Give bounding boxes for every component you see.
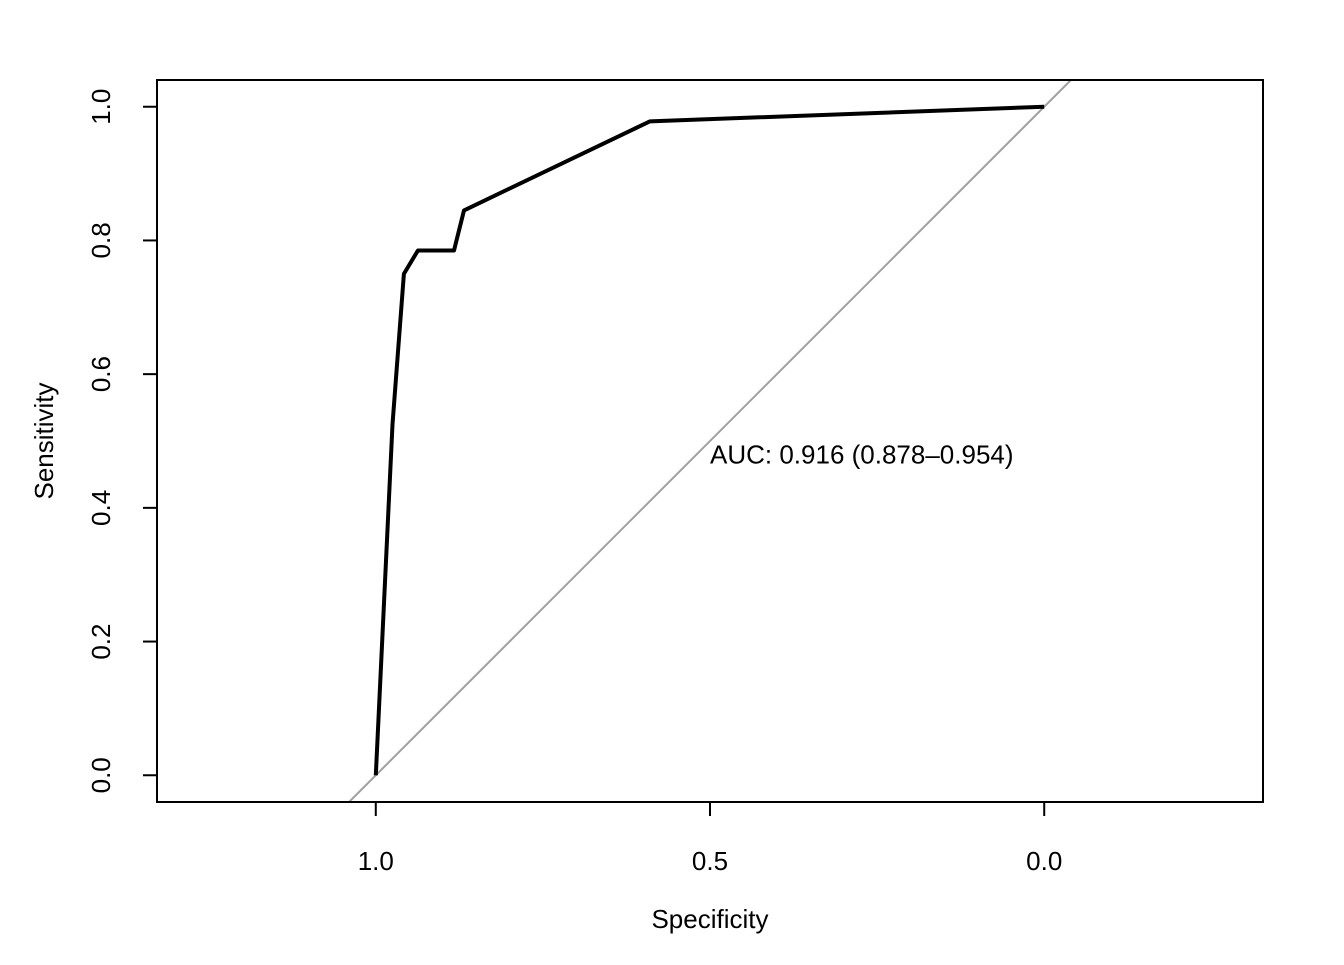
- y-tick-label: 0.8: [86, 222, 116, 258]
- x-tick-label: 0.5: [692, 846, 728, 876]
- x-tick-label: 0.0: [1026, 846, 1062, 876]
- reference-diagonal-line: [347, 80, 1073, 802]
- y-tick-label: 0.4: [86, 490, 116, 526]
- y-axis-title: Sensitivity: [29, 382, 59, 499]
- y-tick-label: 0.2: [86, 624, 116, 660]
- x-tick-label: 1.0: [358, 846, 394, 876]
- annotations: AUC: 0.916 (0.878–0.954): [710, 439, 1014, 469]
- y-tick-label: 0.6: [86, 356, 116, 392]
- x-axis: 1.0 0.5 0.0: [358, 801, 1062, 876]
- y-tick-label: 0.0: [86, 757, 116, 793]
- roc-curve-line: [373, 104, 1045, 776]
- y-tick-label: 1.0: [86, 89, 116, 125]
- y-axis: 0.0 0.2 0.4 0.6 0.8 1.0: [86, 89, 158, 793]
- x-axis-title: Specificity: [651, 904, 768, 934]
- auc-annotation: AUC: 0.916 (0.878–0.954): [710, 439, 1014, 469]
